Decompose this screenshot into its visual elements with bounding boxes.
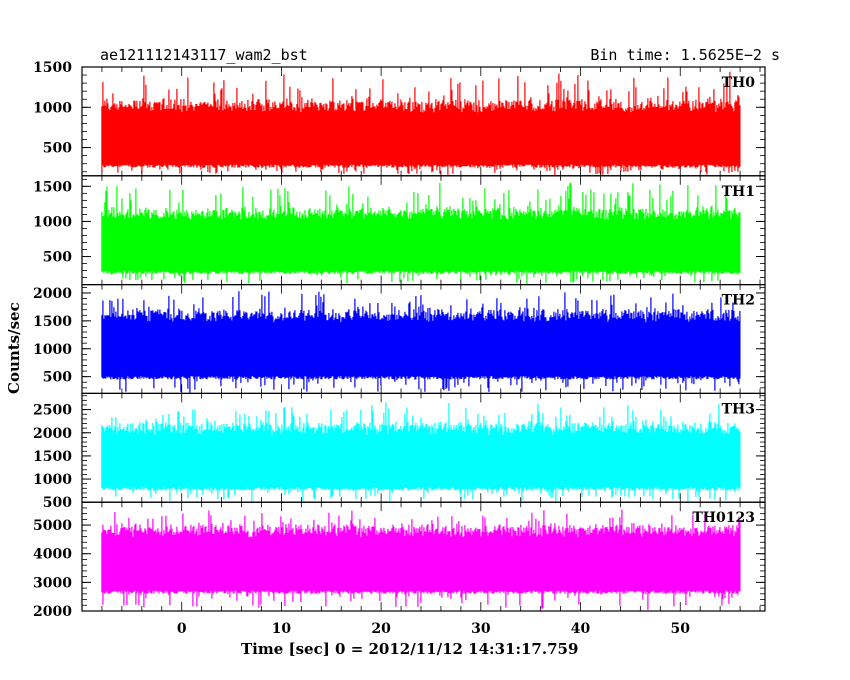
panel-th2: 500 1000 1500 2000 TH2: [33, 284, 766, 395]
y-tick-label: 1000: [33, 342, 72, 358]
chart-title: ae121112143117_wam2_bst: [100, 46, 308, 64]
y-axis-label: Counts/sec: [5, 302, 23, 394]
panel-label: TH1: [722, 184, 755, 200]
y-tick-label: 5000: [33, 518, 72, 534]
series-th2: [101, 291, 741, 393]
x-tick-label: 10: [272, 621, 292, 637]
series-th0: [101, 71, 741, 176]
series-th1: [101, 182, 741, 285]
y-tick-label: 500: [43, 250, 72, 266]
x-tick-label: 0: [177, 621, 187, 637]
y-tick-label: 1500: [33, 449, 72, 465]
panel-frame: [81, 501, 766, 612]
y-tick-label: 500: [43, 141, 72, 157]
x-tick-label: 20: [371, 621, 391, 637]
x-tick-label: 50: [671, 621, 691, 637]
y-tick-label: 1500: [33, 314, 72, 330]
panel-label: TH3: [722, 401, 755, 417]
panel-label: TH2: [722, 293, 755, 309]
y-tick-label: 2000: [33, 286, 72, 302]
series-th0123: [101, 509, 741, 610]
panel-th0123: 2000 3000 4000 5000 TH0123: [33, 501, 766, 620]
series-th3: [101, 402, 741, 502]
y-tick-label: 500: [43, 370, 72, 386]
x-axis: 0 10 20 30 40 50: [177, 621, 690, 637]
y-tick-label: 2000: [33, 604, 72, 620]
x-tick-label: 30: [471, 621, 491, 637]
y-tick-label: 3000: [33, 575, 72, 591]
x-tick-label: 40: [571, 621, 591, 637]
y-tick-label: 1500: [33, 60, 72, 76]
y-tick-label: 500: [43, 495, 72, 511]
x-axis-label: Time [sec] 0 = 2012/11/12 14:31:17.759: [241, 640, 579, 658]
panel-label: TH0123: [692, 510, 755, 526]
y-tick-label: 2500: [33, 403, 72, 419]
y-tick-label: 1000: [33, 100, 72, 116]
panel-label: TH0: [722, 75, 756, 91]
panel-th3: 500 1000 1500 2000 2500 TH3: [33, 392, 766, 511]
y-tick-label: 1500: [33, 179, 72, 195]
panel-th1: 500 1000 1500 TH1: [33, 175, 766, 286]
y-tick-label: 1000: [33, 472, 72, 488]
panels-group: 500 1000 1500 TH0 500 1000 1500 TH1 500 1000 1500 2…: [33, 60, 766, 620]
panel-th0: 500 1000 1500 TH0: [33, 60, 766, 177]
y-tick-label: 1000: [33, 214, 72, 230]
y-tick-label: 4000: [33, 547, 72, 563]
y-tick-label: 2000: [33, 426, 72, 442]
bin-time-label: Bin time: 1.5625E−2 s: [590, 46, 780, 64]
